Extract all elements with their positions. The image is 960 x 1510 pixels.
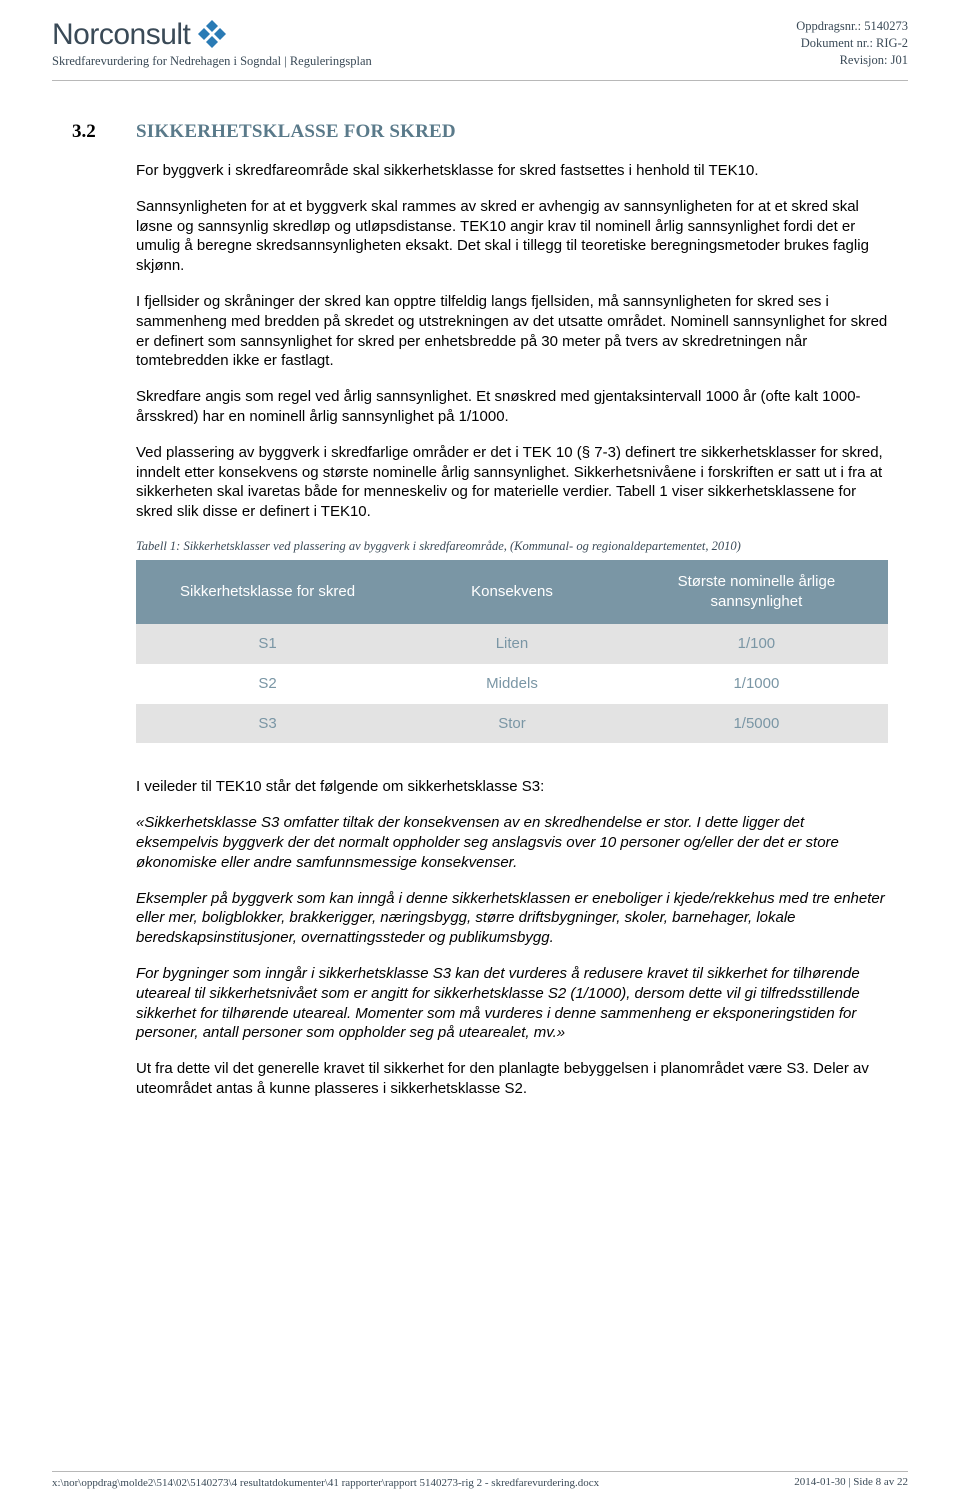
col-sannsynlighet: Største nominelle årlige sannsynlighet	[625, 560, 888, 624]
para-8: Eksempler på byggverk som kan inngå i de…	[136, 889, 888, 948]
meta-oppdragsnr: Oppdragsnr.: 5140273	[796, 18, 908, 35]
header-subtitle: Skredfarevurdering for Nedrehagen i Sogn…	[52, 54, 908, 69]
body-text: For byggverk i skredfareområde skal sikk…	[136, 161, 888, 1099]
cell: S2	[136, 664, 399, 704]
para-6: I veileder til TEK10 står det følgende o…	[136, 777, 888, 797]
para-1: For byggverk i skredfareområde skal sikk…	[136, 161, 888, 181]
table-row: S1 Liten 1/100	[136, 624, 888, 664]
para-9: For bygninger som inngår i sikkerhetskla…	[136, 964, 888, 1043]
company-name: Norconsult	[52, 18, 190, 52]
meta-revisjon: Revisjon: J01	[796, 52, 908, 69]
cell: Stor	[399, 704, 625, 744]
meta-dokumentnr: Dokument nr.: RIG-2	[796, 35, 908, 52]
cell: 1/1000	[625, 664, 888, 704]
section-number: 3.2	[72, 121, 108, 143]
table-row: S3 Stor 1/5000	[136, 704, 888, 744]
cell: 1/100	[625, 624, 888, 664]
para-7: «Sikkerhetsklasse S3 omfatter tiltak der…	[136, 813, 888, 872]
header-divider	[52, 80, 908, 81]
cell: S1	[136, 624, 399, 664]
logo-block: Norconsult	[52, 18, 908, 52]
cell: Middels	[399, 664, 625, 704]
cell: 1/5000	[625, 704, 888, 744]
cell: S3	[136, 704, 399, 744]
para-2: Sannsynligheten for at et byggverk skal …	[136, 197, 888, 276]
page-header: Norconsult Skredfarevurdering for Nedreh…	[0, 0, 960, 76]
section-heading: 3.2 SIKKERHETSKLASSE FOR SKRED	[72, 121, 888, 143]
header-meta: Oppdragsnr.: 5140273 Dokument nr.: RIG-2…	[796, 18, 908, 69]
col-klasse: Sikkerhetsklasse for skred	[136, 560, 399, 624]
col-konsekvens: Konsekvens	[399, 560, 625, 624]
cell: Liten	[399, 624, 625, 664]
footer-path: x:\nor\oppdrag\molde2\514\02\5140273\4 r…	[52, 1476, 599, 1490]
para-4: Skredfare angis som regel ved årlig sann…	[136, 387, 888, 427]
page-footer: x:\nor\oppdrag\molde2\514\02\5140273\4 r…	[52, 1471, 908, 1490]
logo-icon	[196, 18, 228, 48]
para-10: Ut fra dette vil det generelle kravet ti…	[136, 1059, 888, 1099]
sikkerhetsklasse-table: Sikkerhetsklasse for skred Konsekvens St…	[136, 560, 888, 743]
para-3: I fjellsider og skråninger der skred kan…	[136, 292, 888, 371]
table-row: S2 Middels 1/1000	[136, 664, 888, 704]
table-caption: Tabell 1: Sikkerhetsklasser ved plasseri…	[136, 538, 888, 555]
footer-divider	[52, 1471, 908, 1472]
para-5: Ved plassering av byggverk i skredfarlig…	[136, 443, 888, 522]
section-title: SIKKERHETSKLASSE FOR SKRED	[136, 121, 456, 143]
footer-page: 2014-01-30 | Side 8 av 22	[794, 1476, 908, 1490]
table-header-row: Sikkerhetsklasse for skred Konsekvens St…	[136, 560, 888, 624]
content: 3.2 SIKKERHETSKLASSE FOR SKRED For byggv…	[0, 81, 960, 1099]
